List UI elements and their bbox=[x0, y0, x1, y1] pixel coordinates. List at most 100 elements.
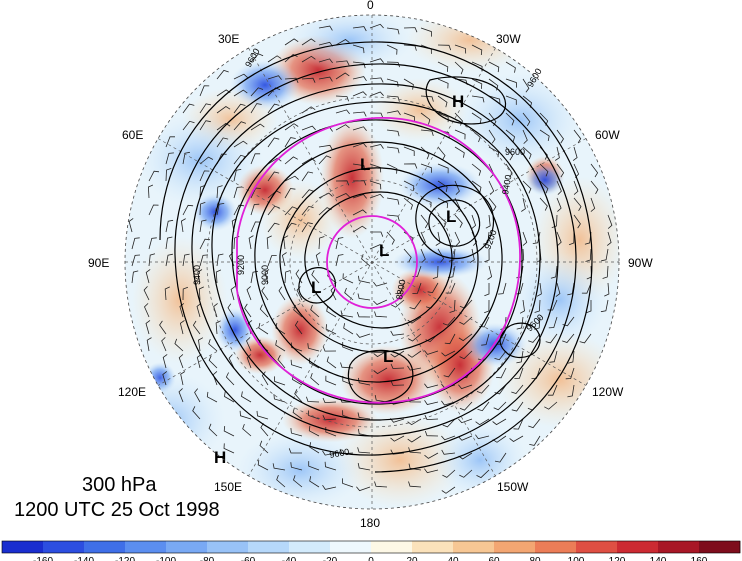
wind-barb bbox=[306, 396, 320, 403]
wind-barb bbox=[386, 197, 400, 205]
colorbar-tick-label: 160 bbox=[691, 556, 708, 561]
wind-barb bbox=[445, 282, 456, 294]
wind-barb bbox=[178, 354, 184, 369]
colorbar-box bbox=[43, 541, 85, 553]
wind-barb bbox=[548, 316, 558, 329]
wind-barb bbox=[505, 61, 516, 73]
wind-barb bbox=[335, 60, 350, 66]
wind-barb bbox=[556, 231, 562, 246]
contour-label: 9400 bbox=[500, 174, 513, 195]
wind-barb bbox=[390, 435, 405, 442]
colorbar-box bbox=[576, 541, 618, 553]
wind-barb bbox=[352, 209, 367, 216]
wind-barb bbox=[145, 269, 151, 284]
wind-barb bbox=[454, 61, 464, 75]
wind-barb bbox=[261, 371, 269, 386]
wind-barb bbox=[318, 144, 333, 150]
colorbar-box bbox=[371, 541, 413, 553]
wind-barb bbox=[459, 316, 473, 325]
wind-barb bbox=[403, 197, 413, 210]
wind-barb bbox=[199, 120, 211, 131]
wind-barb bbox=[131, 254, 141, 267]
colorbar-box bbox=[412, 541, 454, 553]
colorbar-tick-label: 0 bbox=[368, 556, 374, 561]
wind-barb bbox=[471, 214, 477, 229]
wind-barb bbox=[539, 180, 549, 194]
wind-barb bbox=[148, 237, 157, 250]
wind-barb bbox=[427, 282, 439, 294]
wind-barb bbox=[301, 125, 316, 131]
wind-barb bbox=[161, 337, 167, 352]
wind-barb bbox=[335, 254, 344, 267]
wind-barb bbox=[420, 248, 426, 263]
wind-barb bbox=[325, 324, 337, 335]
wind-barb bbox=[369, 91, 384, 97]
wind-barb bbox=[469, 248, 475, 263]
wind-barb bbox=[284, 156, 298, 165]
wind-barb bbox=[244, 303, 252, 318]
colorbar-outline bbox=[1, 540, 741, 554]
wind-barb bbox=[311, 270, 320, 284]
anomaly-blob bbox=[286, 15, 414, 72]
wind-barb bbox=[606, 231, 612, 246]
low-center: L bbox=[311, 278, 321, 297]
wind-barb bbox=[442, 418, 456, 428]
wind-barb bbox=[293, 475, 303, 488]
wind-barb bbox=[572, 146, 578, 161]
wind-barb bbox=[233, 103, 246, 114]
wind-barb bbox=[522, 78, 530, 93]
wind-barb bbox=[373, 350, 388, 358]
wind-barb bbox=[324, 461, 337, 471]
high-center: H bbox=[214, 448, 226, 467]
wind-barb bbox=[233, 89, 248, 97]
anomaly-blob bbox=[271, 294, 329, 366]
wind-barb bbox=[408, 481, 422, 488]
wind-barb bbox=[274, 376, 286, 386]
wind-barb bbox=[322, 346, 337, 352]
wind-barb bbox=[182, 103, 195, 114]
wind-barb bbox=[449, 299, 456, 313]
wind-barb bbox=[356, 486, 371, 492]
wind-barb bbox=[516, 316, 524, 330]
colorbar-tick-label: -160 bbox=[33, 556, 53, 561]
wind-barb bbox=[165, 136, 175, 148]
colorbar-tick-label: 140 bbox=[650, 556, 667, 561]
wind-barb bbox=[340, 310, 354, 318]
wind-barb bbox=[144, 303, 150, 318]
wind-barb bbox=[403, 146, 415, 156]
wind-barb bbox=[488, 95, 501, 105]
wind-barb bbox=[273, 394, 286, 403]
wind-barb bbox=[165, 219, 174, 233]
wind-barb bbox=[358, 275, 371, 284]
wind-barb bbox=[197, 269, 203, 284]
valid-time-label: 1200 UTC 25 Oct 1998 bbox=[14, 499, 220, 521]
wind-barb bbox=[335, 237, 344, 250]
wind-barb bbox=[554, 146, 560, 161]
wind-barb bbox=[215, 320, 221, 335]
wind-barb bbox=[604, 282, 610, 297]
wind-barb bbox=[250, 153, 261, 165]
colorbar-tick-label: 40 bbox=[447, 556, 459, 561]
lon-label-150w: 150W bbox=[497, 480, 529, 494]
wind-barb bbox=[192, 406, 201, 420]
wind-barb bbox=[420, 27, 432, 37]
wind-barb bbox=[194, 388, 201, 403]
wind-barb bbox=[335, 39, 350, 46]
anomaly-blob bbox=[372, 78, 468, 142]
wind-barb bbox=[276, 474, 286, 488]
wind-barb bbox=[267, 87, 281, 97]
wind-barb bbox=[420, 95, 434, 102]
wind-barb bbox=[233, 186, 243, 199]
wind-barb bbox=[386, 44, 398, 55]
wind-barb bbox=[485, 214, 491, 229]
wind-barb bbox=[356, 333, 371, 338]
longitude-labels: 0 30W 60W 90W 120W 150W 180 150E 120E 90… bbox=[88, 0, 653, 530]
colorbar-tick-label: -100 bbox=[156, 556, 176, 561]
colorbar-tick-label: -60 bbox=[241, 556, 256, 561]
contour-label: 9600 bbox=[505, 147, 525, 157]
wind-barb bbox=[208, 355, 218, 369]
wind-barb bbox=[290, 359, 303, 369]
wind-barb bbox=[259, 304, 269, 318]
wind-barb bbox=[352, 225, 367, 233]
wind-barb bbox=[407, 365, 422, 371]
